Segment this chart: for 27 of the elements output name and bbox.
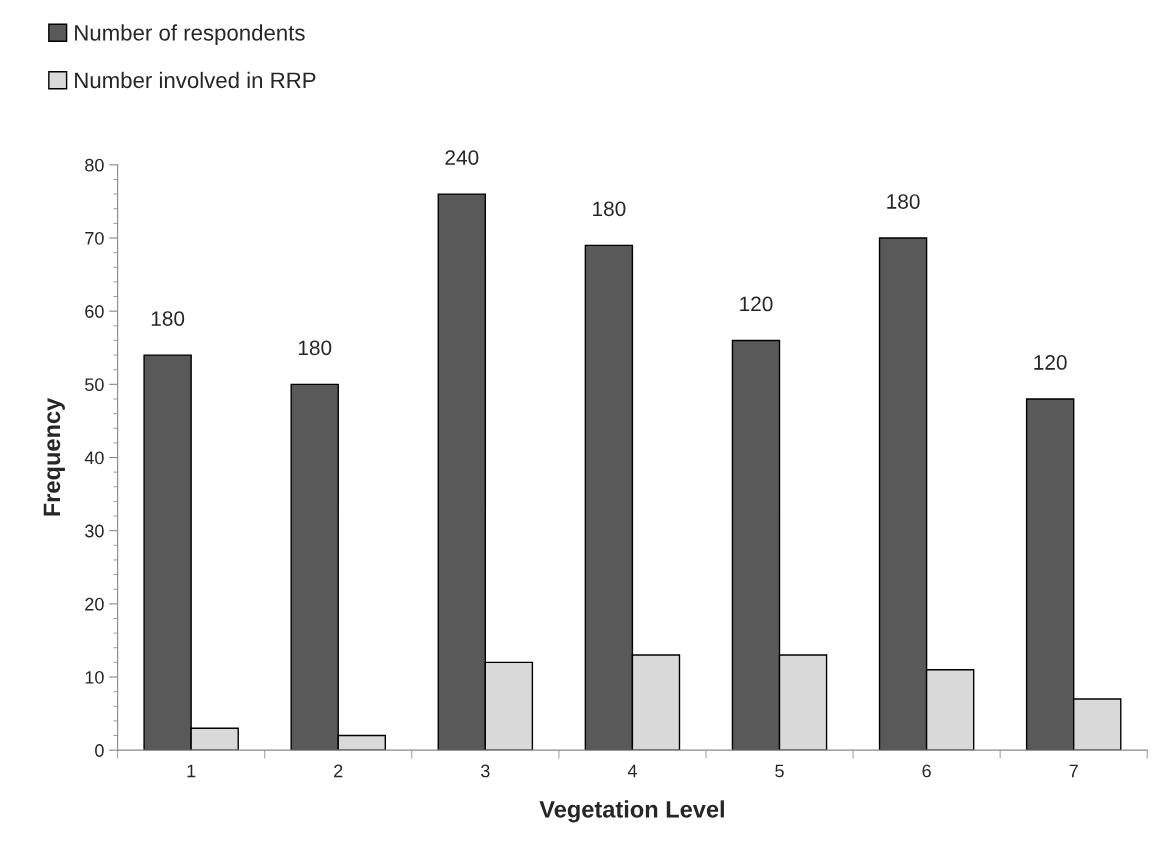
annotation: 180	[151, 311, 185, 326]
annotation: 120	[740, 296, 773, 312]
x-tick-label: 5	[775, 764, 784, 778]
x-tick-label: 6	[922, 764, 931, 778]
annotation: 240	[445, 150, 479, 165]
annotation: 120	[1034, 355, 1067, 370]
y-tick-label: 70	[85, 231, 104, 245]
x-tick-label: 3	[481, 764, 490, 778]
annotation: 180	[593, 201, 626, 217]
legend-label: Number involved in RRP	[75, 71, 316, 89]
y-tick-label: 20	[85, 597, 104, 611]
legend-label: Number of respondents	[75, 24, 305, 46]
y-tick-label: 80	[85, 158, 104, 172]
y-tick-label: 0	[95, 744, 104, 757]
y-tick-label: 30	[85, 524, 104, 538]
y-axis-title: Frequency	[43, 397, 65, 516]
y-tick-label: 40	[84, 451, 104, 465]
annotation: 180	[887, 194, 920, 209]
x-tick-label: 7	[1069, 764, 1078, 778]
x-tick-label: 4	[627, 764, 637, 778]
x-axis-title: Vegetation Level	[539, 800, 724, 823]
y-tick-label: 60	[85, 305, 104, 318]
y-tick-label: 10	[85, 670, 104, 684]
x-tick-label: 1	[187, 764, 196, 778]
annotation: 180	[298, 340, 332, 356]
y-tick-label: 50	[85, 378, 104, 392]
x-tick-label: 2	[334, 764, 343, 778]
